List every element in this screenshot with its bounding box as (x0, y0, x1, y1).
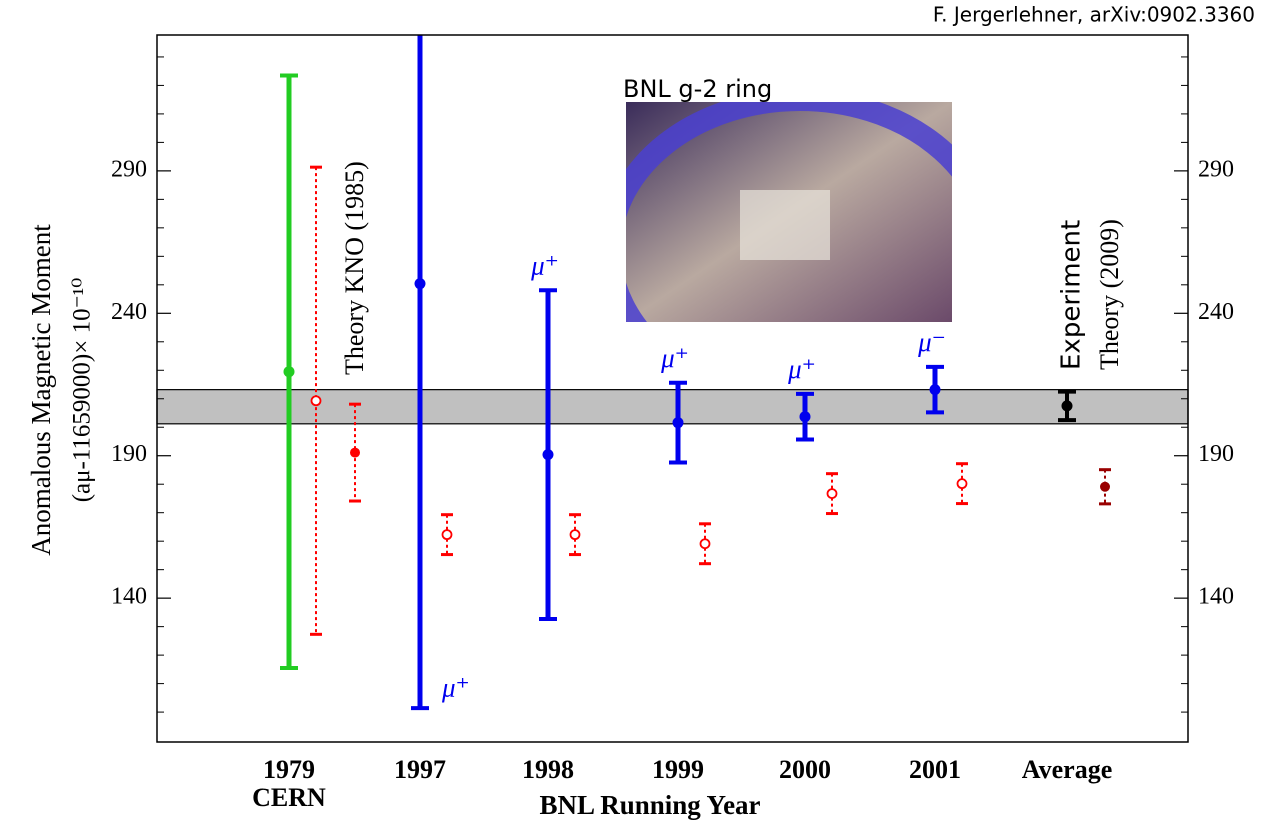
point (800, 411, 811, 422)
point-label: μ⁺ (530, 250, 559, 280)
point (571, 530, 580, 539)
annotation: Theory (2009) (1095, 219, 1124, 370)
annotation: Experiment (1057, 220, 1087, 370)
point-label: μ⁻ (917, 327, 946, 357)
point (312, 396, 321, 405)
chart: F. Jergerlehner, arXiv:0902.3360 Anomalo… (0, 0, 1266, 830)
point (284, 366, 295, 377)
point (415, 278, 426, 289)
point (701, 539, 710, 548)
y-tick-label: 290 (111, 156, 147, 182)
band (157, 390, 1188, 424)
y-tick-label: 240 (1198, 299, 1234, 325)
point (958, 479, 967, 488)
y-tick-label: 190 (111, 441, 147, 467)
point (443, 530, 452, 539)
point-label: μ⁺ (660, 343, 689, 373)
y-tick-label: 190 (1198, 441, 1234, 467)
credit: F. Jergerlehner, arXiv:0902.3360 (933, 3, 1255, 27)
point (930, 384, 941, 395)
point (350, 448, 360, 458)
point (828, 489, 837, 498)
point-label: μ⁺ (787, 354, 816, 384)
point-label: μ⁺ (441, 672, 470, 702)
x-tick-label: 1998 (522, 755, 574, 784)
annotation: Theory KNO (1985) (340, 161, 369, 375)
y-tick-label: 140 (111, 584, 147, 610)
point (673, 417, 684, 428)
y-axis-title: Anomalous Magnetic Moment (26, 224, 56, 556)
point (1100, 482, 1110, 492)
point (1062, 400, 1073, 411)
x-tick-label: 1997 (394, 755, 446, 784)
x-tick-label: Average (1022, 755, 1112, 784)
x-tick-note: CERN (252, 783, 326, 812)
y-tick-label: 140 (1198, 584, 1234, 610)
y-axis-title: (aμ-11659000)× 10⁻¹⁰ (69, 278, 96, 503)
photo-floor (740, 190, 830, 260)
x-tick-label: 2001 (909, 755, 961, 784)
inset-label: BNL g-2 ring (623, 75, 772, 103)
x-tick-label: 1979 (263, 755, 315, 784)
y-tick-label: 240 (111, 299, 147, 325)
x-axis-title: BNL Running Year (539, 790, 760, 820)
y-tick-label: 290 (1198, 156, 1234, 182)
x-tick-label: 1999 (652, 755, 704, 784)
point (543, 449, 554, 460)
x-tick-label: 2000 (779, 755, 831, 784)
